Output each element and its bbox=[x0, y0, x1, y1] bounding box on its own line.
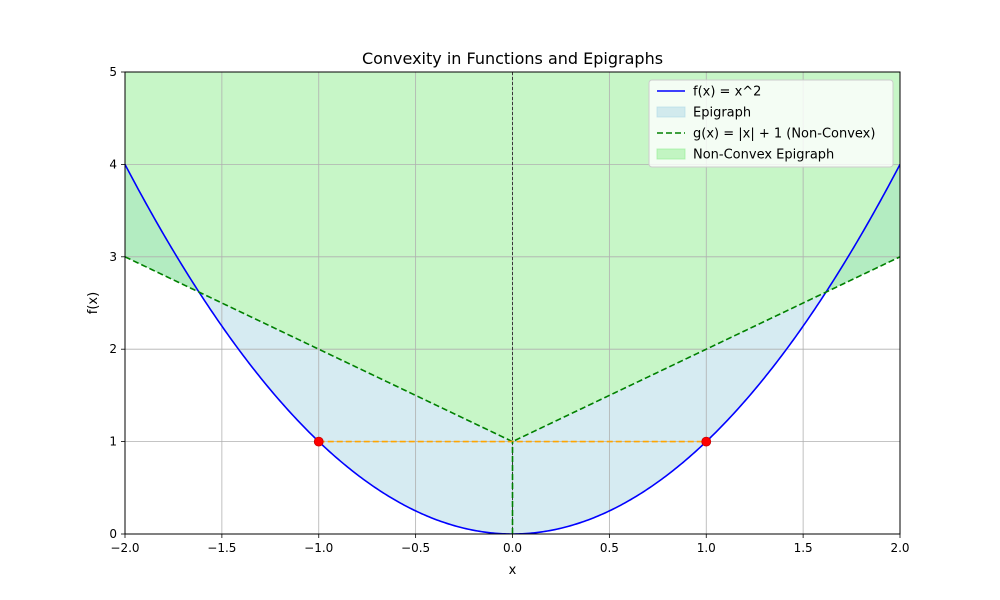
legend-label-2: g(x) = |x| + 1 (Non-Convex) bbox=[693, 127, 875, 142]
x-tick-label-6: 1.0 bbox=[697, 541, 716, 555]
x-tick-label-2: −1.0 bbox=[304, 541, 333, 555]
legend-swatch-3 bbox=[656, 148, 686, 160]
y-tick-label-5: 5 bbox=[109, 65, 117, 79]
data-point-0 bbox=[313, 436, 324, 447]
x-tick-label-5: 0.5 bbox=[600, 541, 619, 555]
legend-label-1: Epigraph bbox=[693, 106, 751, 121]
legend-label-0: f(x) = x^2 bbox=[693, 85, 761, 100]
x-tick-label-3: −0.5 bbox=[401, 541, 430, 555]
series-line-g bbox=[125, 256, 900, 443]
x-tick-label-7: 1.5 bbox=[794, 541, 813, 555]
y-tick-label-3: 3 bbox=[109, 250, 117, 264]
legend: f(x) = x^2 Epigraph g(x) = |x| + 1 (Non-Co… bbox=[648, 79, 894, 168]
x-tick-label-1: −1.5 bbox=[207, 541, 236, 555]
legend-swatch-1 bbox=[656, 106, 686, 118]
legend-box bbox=[648, 79, 894, 168]
legend-label-3: Non-Convex Epigraph bbox=[693, 148, 834, 163]
x-tick-label-4: 0.0 bbox=[503, 541, 522, 555]
x-axis-label: x bbox=[509, 563, 517, 578]
y-axis-label: f(x) bbox=[86, 292, 101, 314]
x-tick-label-8: 2.0 bbox=[890, 541, 909, 555]
x-tick-label-0: −2.0 bbox=[110, 541, 139, 555]
y-tick-label-1: 1 bbox=[109, 435, 117, 449]
y-tick-label-0: 0 bbox=[109, 527, 117, 541]
chart-title: Convexity in Functions and Epigraphs bbox=[362, 49, 663, 68]
y-tick-label-4: 4 bbox=[109, 157, 117, 171]
y-tick-label-2: 2 bbox=[109, 342, 117, 356]
data-point-1 bbox=[701, 436, 712, 447]
series-line-f bbox=[125, 164, 900, 534]
